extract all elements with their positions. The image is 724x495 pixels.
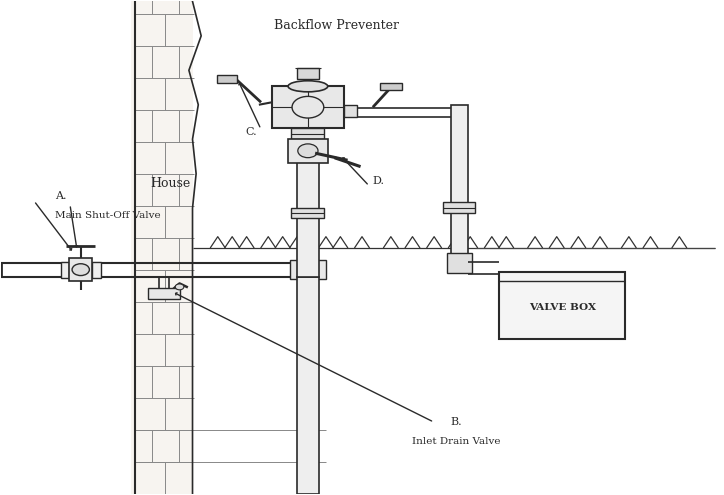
Text: Backflow Preventer: Backflow Preventer — [274, 19, 399, 32]
Bar — [291, 208, 324, 218]
Bar — [447, 253, 471, 273]
Circle shape — [175, 284, 184, 290]
Text: Main Shut-Off Valve: Main Shut-Off Valve — [56, 210, 161, 220]
Bar — [297, 68, 319, 79]
Text: C.: C. — [245, 127, 258, 137]
Text: B.: B. — [450, 417, 462, 427]
Bar — [92, 262, 101, 278]
Bar — [291, 128, 324, 139]
Bar — [272, 86, 344, 128]
Bar — [290, 260, 326, 279]
Ellipse shape — [288, 81, 328, 92]
Bar — [297, 277, 319, 494]
Bar — [344, 105, 357, 117]
Bar — [287, 139, 328, 162]
Bar — [380, 83, 402, 91]
Bar — [499, 272, 626, 339]
Circle shape — [298, 144, 318, 158]
Bar — [70, 258, 92, 282]
Text: House: House — [151, 177, 191, 190]
Bar — [131, 1, 193, 494]
Bar — [217, 75, 237, 83]
Circle shape — [292, 97, 324, 118]
Bar — [61, 262, 70, 278]
Text: D.: D. — [373, 176, 385, 186]
Circle shape — [72, 264, 89, 276]
Bar — [451, 105, 468, 272]
Text: Inlet Drain Valve: Inlet Drain Valve — [411, 437, 500, 446]
Text: A.: A. — [56, 191, 67, 201]
Bar — [444, 202, 475, 213]
Bar — [297, 132, 319, 277]
Text: VALVE BOX: VALVE BOX — [529, 303, 596, 312]
Bar — [148, 289, 180, 299]
